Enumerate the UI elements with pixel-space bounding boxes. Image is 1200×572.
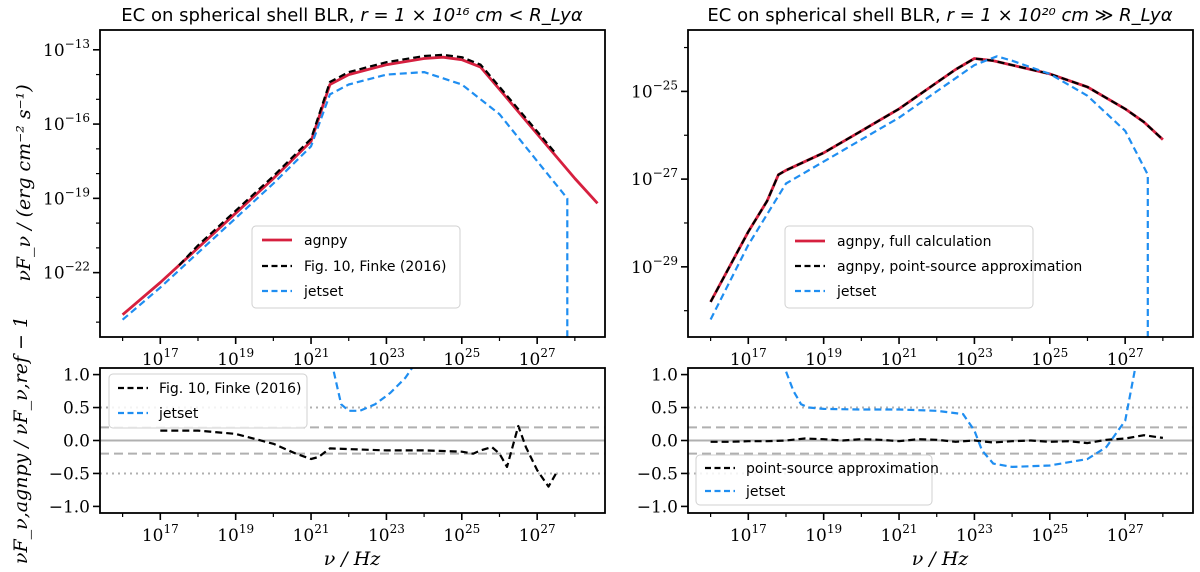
series-point-source-approximation <box>710 434 1164 445</box>
tick-label: 1027 <box>1107 522 1144 546</box>
tick-label: 1021 <box>293 522 330 546</box>
legend: point-source approximation jetset <box>695 454 939 506</box>
x-ticks: 1017 1019 1021 1023 1025 1027 <box>122 337 576 370</box>
series-layer <box>160 368 557 488</box>
series-fig-10-finke-2016 <box>178 53 557 266</box>
legend-label: point-source approximation <box>746 461 939 477</box>
x-axis-label: ν / Hz <box>912 548 970 570</box>
tick-label: 1021 <box>881 346 918 370</box>
series-jetset <box>783 368 1137 468</box>
series-layer <box>709 55 1164 337</box>
legend-label: agnpy <box>304 233 348 249</box>
tick-label: 0.0 <box>651 432 678 452</box>
tick-label: 10−22 <box>43 260 90 284</box>
panel-top-right: EC on spherical shell BLR, r = 1 × 10²⁰ … <box>631 5 1194 370</box>
tick-label: −0.5 <box>637 464 678 484</box>
panel-top-left: EC on spherical shell BLR, r = 1 × 10¹⁶ … <box>13 5 606 370</box>
x-ticks: 1017 1019 1021 1023 1025 1027 <box>122 513 576 546</box>
legend-label: jetset <box>303 284 344 300</box>
tick-label: 1023 <box>956 522 993 546</box>
tick-label: 1019 <box>217 346 254 370</box>
plot-frame <box>99 29 606 338</box>
tick-label: 1025 <box>443 522 480 546</box>
tick-label: 1023 <box>956 346 993 370</box>
tick-label: 1025 <box>1031 346 1068 370</box>
tick-label: 10−27 <box>631 166 678 190</box>
legend: Fig. 10, Finke (2016) jetset <box>108 373 308 429</box>
tick-label: 1017 <box>142 346 179 370</box>
legend-label: jetset <box>158 406 199 422</box>
legend-label: agnpy, full calculation <box>837 234 991 250</box>
series-layer <box>710 368 1164 468</box>
tick-label: 0.0 <box>63 432 90 452</box>
series-agnpy <box>121 55 599 316</box>
tick-label: 10−19 <box>43 185 90 209</box>
legend-label: agnpy, point-source approximation <box>837 259 1082 275</box>
series-jetset <box>331 368 414 412</box>
tick-label: 0.5 <box>651 399 678 419</box>
tick-label: −1.0 <box>49 497 90 517</box>
y-ticks: 1.0 0.5 0.0 −0.5 −1.0 <box>637 366 688 517</box>
y-ticks: 10−13 10−16 10−19 10−22 <box>43 37 100 323</box>
panel-bottom-left: 1017 1019 1021 1023 1025 1027 1.0 0.5 0.0 −0.5 −1… <box>10 316 606 570</box>
y-ticks: 10−25 10−27 10−29 <box>631 46 688 312</box>
series-agnpy-point-source-approximation <box>709 57 1164 303</box>
tick-label: 10−29 <box>631 254 678 278</box>
plot-frame <box>687 29 1194 338</box>
tick-label: 1027 <box>1107 346 1144 370</box>
tick-label: 1025 <box>1031 522 1068 546</box>
legend-label: Fig. 10, Finke (2016) <box>159 381 301 397</box>
tick-label: 1021 <box>881 522 918 546</box>
y-axis-label: νF_ν,agnpy / νF_ν,ref − 1 <box>10 316 32 564</box>
tick-label: −0.5 <box>49 464 90 484</box>
y-ticks: 1.0 0.5 0.0 −0.5 −1.0 <box>49 366 100 517</box>
tick-label: 10−13 <box>43 37 90 61</box>
tick-label: 10−25 <box>631 78 678 102</box>
panel-title: EC on spherical shell BLR, r = 1 × 10²⁰ … <box>707 5 1172 26</box>
tick-label: 1025 <box>443 346 480 370</box>
tick-label: 1023 <box>368 346 405 370</box>
panel-bottom-right: 1017 1019 1021 1023 1025 1027 1.0 0.5 0.0 −0.5 −1… <box>637 366 1194 570</box>
tick-label: 1027 <box>519 522 556 546</box>
tick-label: 1027 <box>519 346 556 370</box>
series-layer <box>121 53 599 337</box>
legend-label: Fig. 10, Finke (2016) <box>304 259 446 275</box>
tick-label: 1019 <box>805 522 842 546</box>
legend: agnpy, full calculation agnpy, point-sou… <box>784 225 1082 309</box>
tick-label: 1019 <box>805 346 842 370</box>
tick-label: 10−16 <box>43 111 90 135</box>
legend: agnpy Fig. 10, Finke (2016) jetset <box>251 225 461 309</box>
series-jetset <box>121 70 569 337</box>
x-ticks: 1017 1019 1021 1023 1025 1027 <box>710 337 1164 370</box>
tick-label: −1.0 <box>637 497 678 517</box>
panel-title: EC on spherical shell BLR, r = 1 × 10¹⁶ … <box>121 5 583 26</box>
x-ticks: 1017 1019 1021 1023 1025 1027 <box>710 513 1164 546</box>
tick-label: 0.5 <box>63 399 90 419</box>
tick-label: 1017 <box>142 522 179 546</box>
legend-label: jetset <box>745 484 786 500</box>
tick-label: 1.0 <box>651 366 678 386</box>
tick-label: 1021 <box>293 346 330 370</box>
series-fig-10-finke-2016 <box>160 424 557 488</box>
series-jetset <box>709 55 1149 337</box>
y-axis-label: νF_ν / (erg cm⁻² s⁻¹) <box>13 84 35 281</box>
tick-label: 1019 <box>217 522 254 546</box>
tick-label: 1017 <box>730 522 767 546</box>
tick-label: 1.0 <box>63 366 90 386</box>
legend-label: jetset <box>836 284 877 300</box>
tick-label: 1023 <box>368 522 405 546</box>
x-axis-label: ν / Hz <box>324 548 382 570</box>
tick-label: 1017 <box>730 346 767 370</box>
